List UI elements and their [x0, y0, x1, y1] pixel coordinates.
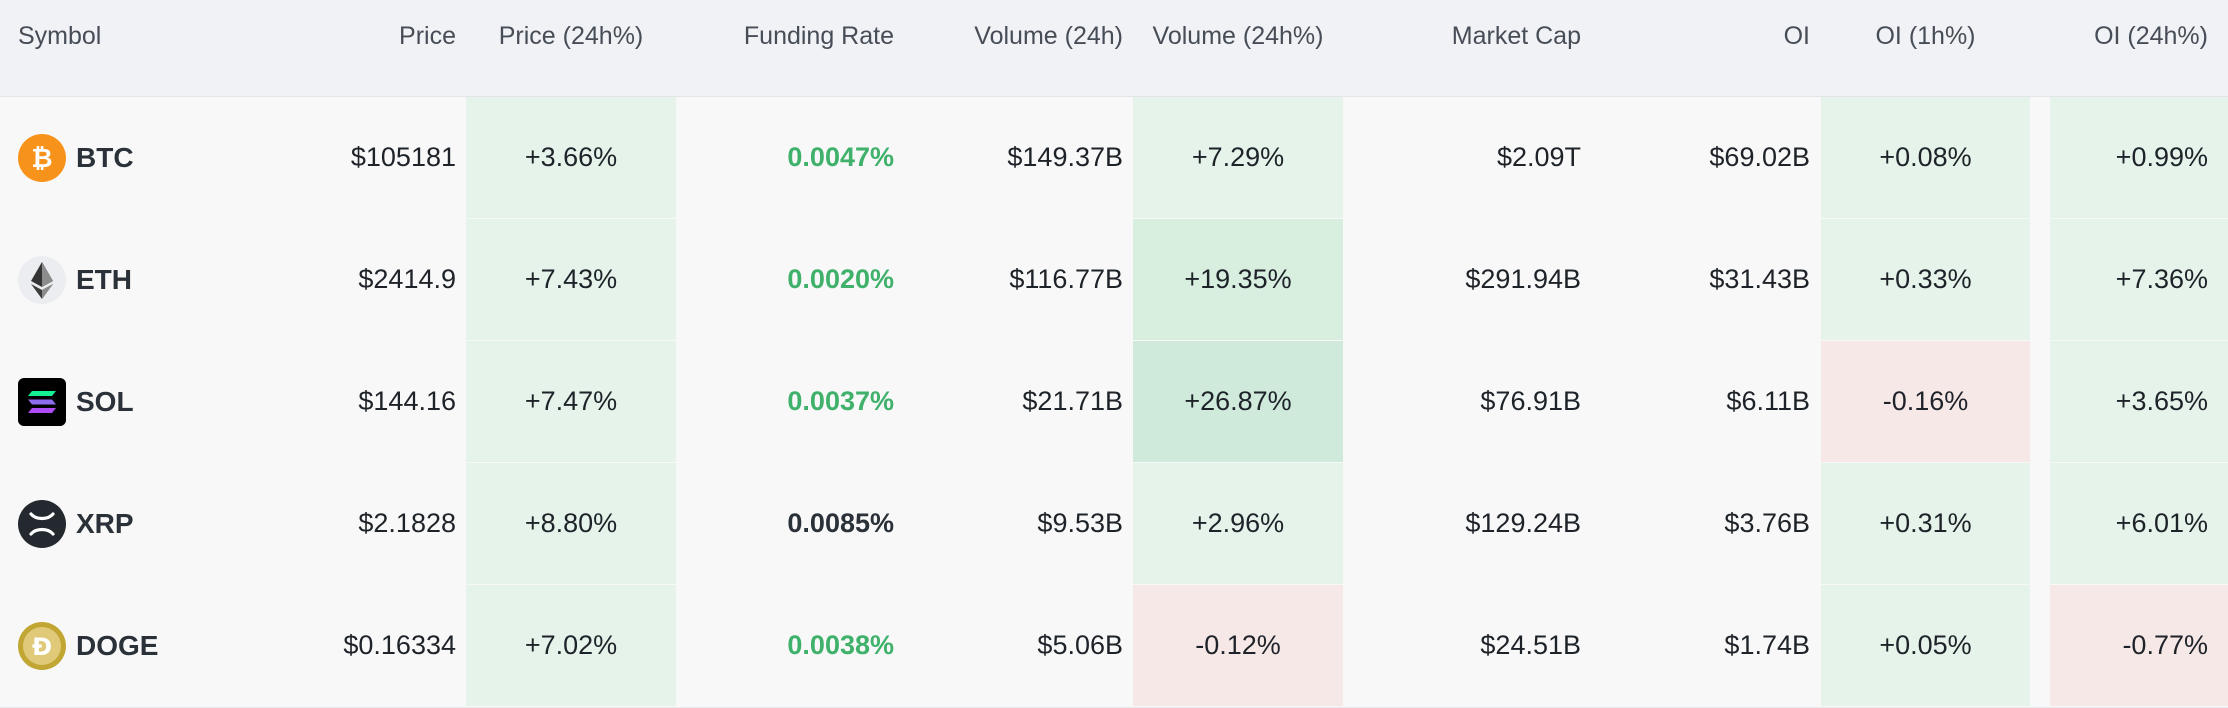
header-oi[interactable]: OI [1783, 22, 1810, 50]
oi-24h-cell: +0.99% [2115, 142, 2208, 172]
oi-24h-bg [2050, 341, 2228, 462]
oi-1h-cell: +0.31% [1821, 463, 2030, 584]
price-cell: $144.16 [358, 386, 456, 416]
header-volume-24h-pct[interactable]: Volume (24h%) [1152, 22, 1324, 50]
symbol-label: ETH [76, 264, 132, 295]
symbol-label: DOGE [76, 630, 159, 661]
market-cap-cell: $2.09T [1496, 142, 1581, 172]
volume-cell: $9.53B [1037, 508, 1123, 538]
volume-pct-cell: +7.29% [1133, 97, 1343, 218]
symbol-label: BTC [76, 142, 134, 173]
oi-1h-cell: +0.08% [1821, 97, 2030, 218]
oi-24h-bg [2050, 463, 2228, 584]
funding-rate-cell: 0.0038% [787, 630, 894, 660]
header-symbol[interactable]: Symbol [18, 22, 102, 50]
market-cap-cell: $24.51B [1480, 630, 1581, 660]
market-cap-cell: $291.94B [1465, 264, 1581, 294]
price-cell: $2414.9 [358, 264, 456, 294]
oi-cell: $1.74B [1724, 630, 1810, 660]
table-header: Symbol Price Price (24h%) Funding Rate V… [0, 0, 2228, 97]
volume-cell: $21.71B [1022, 386, 1123, 416]
symbol-label: SOL [76, 386, 134, 417]
svg-text:₿: ₿ [31, 144, 52, 174]
oi-24h-bg [2050, 97, 2228, 218]
header-price-24h[interactable]: Price (24h%) [498, 22, 644, 50]
volume-pct-cell: -0.12% [1133, 585, 1343, 706]
funding-rate-cell: 0.0047% [787, 142, 894, 172]
symbol-label: XRP [76, 508, 134, 539]
price-24h-cell: +3.66% [466, 97, 676, 218]
oi-cell: $6.11B [1726, 386, 1810, 416]
volume-cell: $116.77B [1009, 264, 1123, 294]
header-funding-rate[interactable]: Funding Rate [743, 22, 894, 50]
market-cap-cell: $76.91B [1480, 386, 1581, 416]
funding-rate-cell: 0.0020% [787, 264, 894, 294]
funding-rate-cell: 0.0085% [787, 508, 894, 538]
oi-24h-bg [2050, 219, 2228, 340]
oi-1h-cell: +0.33% [1821, 219, 2030, 340]
xrp-icon [18, 500, 66, 548]
header-oi-24h[interactable]: OI (24h%) [2094, 22, 2208, 50]
oi-1h-cell: +0.05% [1821, 585, 2030, 706]
price-24h-cell: +7.43% [466, 219, 676, 340]
table-row-sol[interactable]: SOL $144.16 +7.47% 0.0037% $21.71B +26.8… [0, 341, 2228, 464]
table-row-eth[interactable]: ETH $2414.9 +7.43% 0.0020% $116.77B +19.… [0, 219, 2228, 342]
price-24h-cell: +8.80% [466, 463, 676, 584]
dogecoin-icon: Ð [18, 622, 66, 670]
oi-1h-cell: -0.16% [1821, 341, 2030, 462]
oi-24h-cell: -0.77% [2122, 630, 2208, 660]
funding-rate-cell: 0.0037% [787, 386, 894, 416]
oi-cell: $69.02B [1709, 142, 1810, 172]
price-24h-cell: +7.47% [466, 341, 676, 462]
oi-24h-cell: +3.65% [2115, 386, 2208, 416]
price-cell: $105181 [350, 142, 456, 172]
header-price[interactable]: Price [399, 22, 456, 50]
price-24h-cell: +7.02% [466, 585, 676, 706]
volume-pct-cell: +26.87% [1133, 341, 1343, 462]
oi-24h-cell: +6.01% [2115, 508, 2208, 538]
solana-icon [18, 378, 66, 426]
header-volume-24h[interactable]: Volume (24h) [974, 22, 1123, 50]
oi-24h-bg [2050, 585, 2228, 706]
volume-pct-cell: +2.96% [1133, 463, 1343, 584]
header-market-cap[interactable]: Market Cap [1451, 22, 1581, 50]
table-row-doge[interactable]: Ð DOGE $0.16334 +7.02% 0.0038% $5.06B -0… [0, 585, 2228, 708]
volume-cell: $5.06B [1037, 630, 1123, 660]
price-cell: $0.16334 [343, 630, 456, 660]
volume-pct-cell: +19.35% [1133, 219, 1343, 340]
svg-text:Ð: Ð [32, 633, 52, 661]
oi-24h-cell: +7.36% [2115, 264, 2208, 294]
ethereum-icon [18, 256, 66, 304]
table-row-btc[interactable]: ₿ BTC $105181 +3.66% 0.0047% $149.37B +7… [0, 97, 2228, 220]
volume-cell: $149.37B [1007, 142, 1123, 172]
market-cap-cell: $129.24B [1465, 508, 1581, 538]
header-oi-1h[interactable]: OI (1h%) [1875, 22, 1976, 50]
oi-cell: $3.76B [1724, 508, 1810, 538]
bitcoin-icon: ₿ [18, 134, 66, 182]
table-row-xrp[interactable]: XRP $2.1828 +8.80% 0.0085% $9.53B +2.96%… [0, 463, 2228, 586]
oi-cell: $31.43B [1709, 264, 1810, 294]
price-cell: $2.1828 [358, 508, 456, 538]
